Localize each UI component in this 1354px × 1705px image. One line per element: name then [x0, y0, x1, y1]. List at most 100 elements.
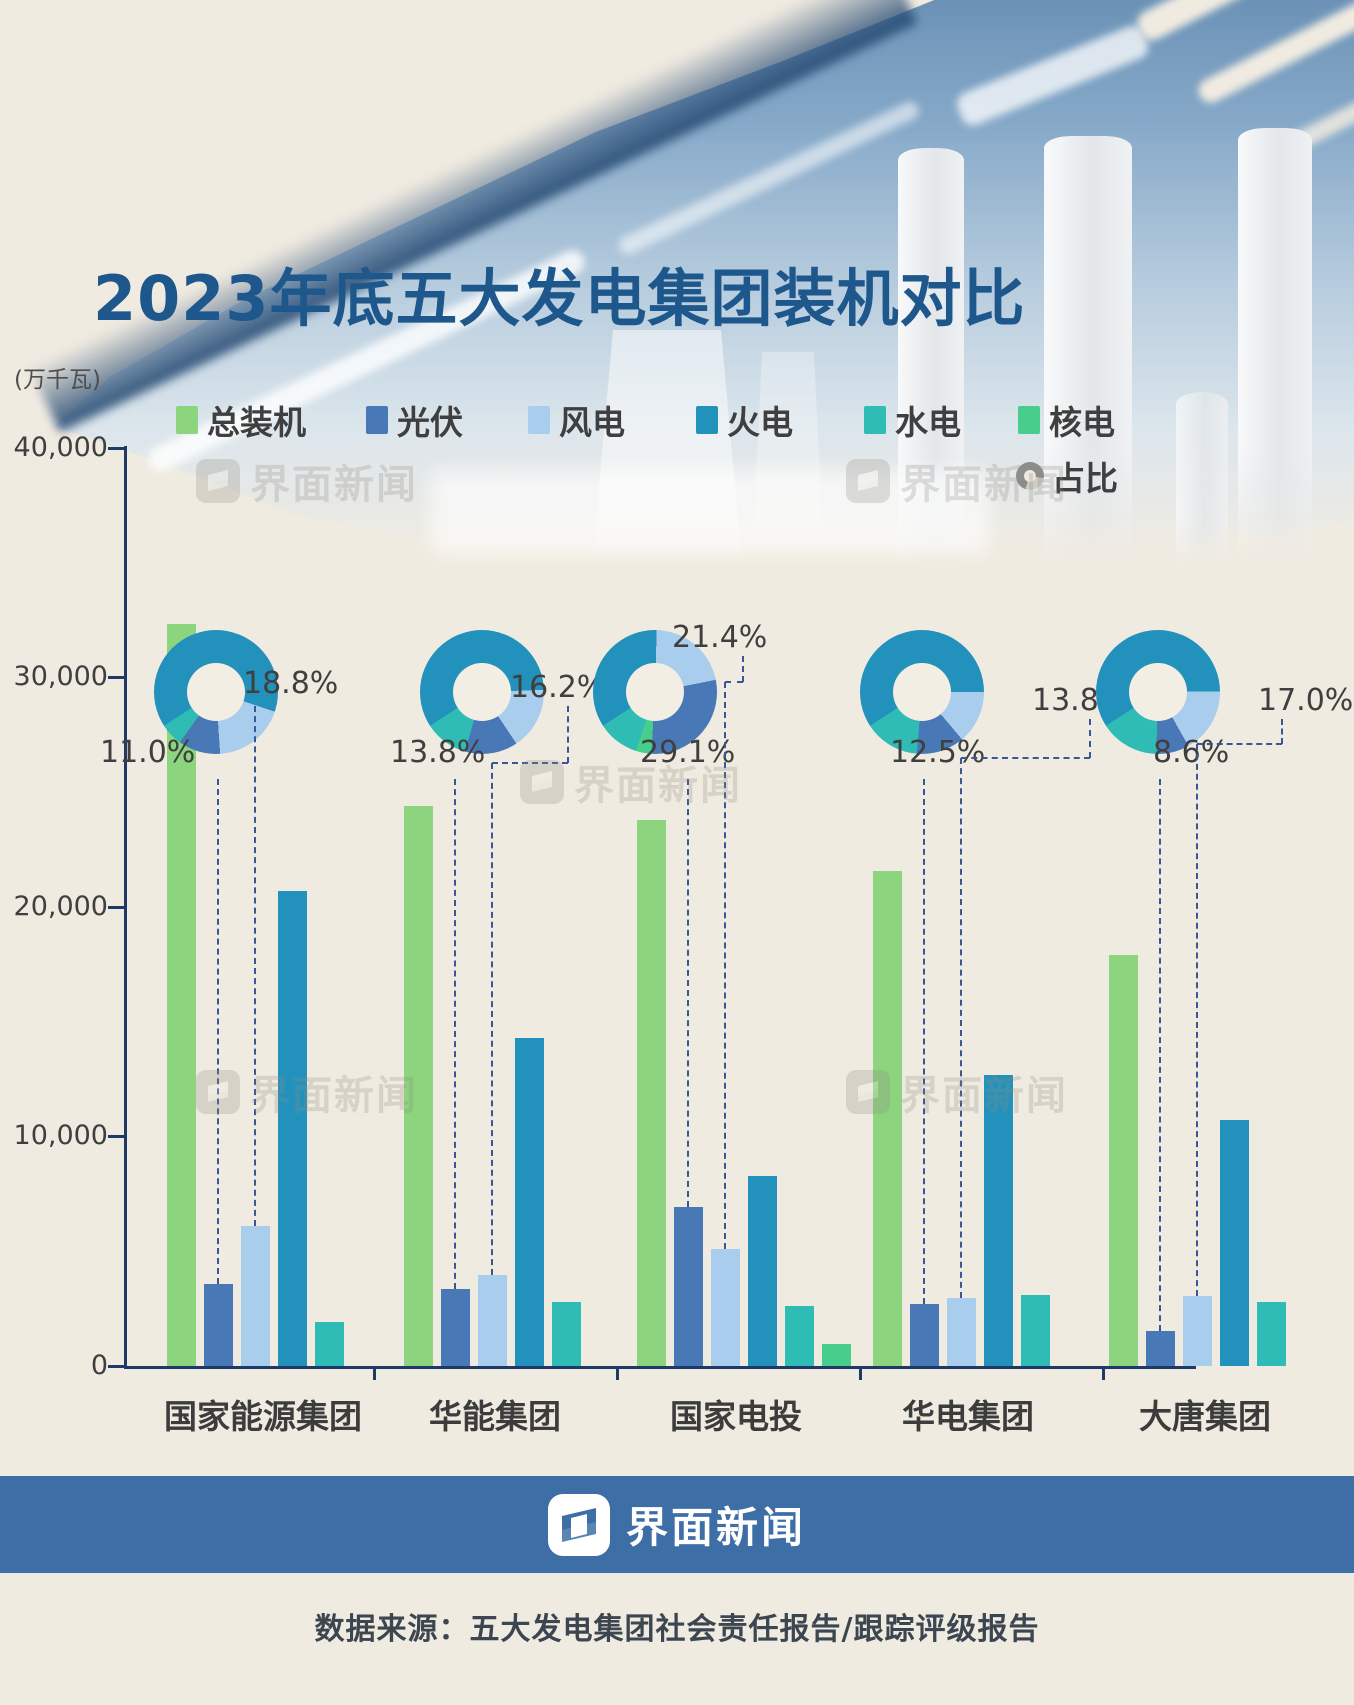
callout-dashed-line	[1281, 719, 1283, 744]
watermark: 界面新闻	[846, 1063, 1068, 1121]
watermark: 界面新闻	[846, 452, 1068, 510]
bar-wind	[478, 1275, 507, 1366]
solar-share-label: 8.6%	[1153, 735, 1230, 770]
bar-total	[637, 819, 666, 1366]
y-axis-unit-label: (万千瓦)	[14, 367, 101, 393]
hydro-swatch	[864, 406, 886, 434]
callout-dashed-line	[960, 758, 962, 1298]
callout-dashed-line	[491, 763, 493, 1276]
ratio-donut	[593, 630, 717, 754]
callout-dashed-line	[725, 681, 743, 683]
watermark: 界面新闻	[520, 753, 742, 811]
donut-icon	[1016, 462, 1044, 490]
plant-sketch	[430, 470, 990, 554]
wind-share-label: 16.2%	[510, 670, 606, 705]
legend-item-thermal: 火电	[696, 396, 793, 444]
callout-dashed-line	[923, 779, 925, 1305]
y-tick-mark	[108, 447, 124, 450]
bar-nuclear	[822, 1343, 851, 1366]
watermark-text: 界面新闻	[250, 1073, 418, 1119]
thermal-swatch	[696, 406, 718, 434]
x-tick-mark	[1102, 1366, 1105, 1380]
watermark-text: 界面新闻	[250, 462, 418, 508]
solar-share-label: 13.8%	[390, 735, 486, 770]
watermark: 界面新闻	[196, 452, 418, 510]
footer-brand-band: 界面新闻	[0, 1476, 1354, 1573]
wind-swatch	[528, 406, 550, 434]
chimney	[1238, 128, 1312, 566]
callout-dashed-line	[454, 779, 456, 1289]
bar-thermal	[278, 890, 307, 1366]
wind-share-label: 17.0%	[1258, 683, 1354, 718]
ratio-donut	[420, 630, 544, 754]
legend-item-wind: 风电	[528, 396, 625, 444]
x-tick-mark	[373, 1366, 376, 1380]
ratio-donut-hole	[453, 663, 511, 721]
callout-dashed-line	[1196, 744, 1198, 1297]
legend-item-nuclear: 核电	[1018, 396, 1115, 444]
callout-dashed-line	[724, 682, 726, 1250]
page-title: 2023年底五大发电集团装机对比	[93, 262, 1026, 335]
x-tick-mark	[859, 1366, 862, 1380]
x-category-label: 国家电投	[670, 1397, 802, 1436]
callout-dashed-line	[961, 757, 1090, 759]
bar-solar	[910, 1304, 939, 1366]
callout-dashed-line	[1197, 743, 1282, 745]
bar-hydro	[1021, 1294, 1050, 1366]
watermark-text: 界面新闻	[900, 462, 1068, 508]
watermark-logo-icon	[846, 459, 890, 503]
callout-dashed-line	[217, 779, 219, 1284]
bar-thermal	[515, 1037, 544, 1366]
x-category-label: 国家能源集团	[164, 1397, 362, 1436]
y-tick-mark	[108, 1365, 124, 1368]
callout-dashed-line	[687, 779, 689, 1207]
ratio-donut	[860, 630, 984, 754]
y-tick-mark	[108, 906, 124, 909]
callout-dashed-line	[1089, 719, 1091, 758]
bar-solar	[441, 1288, 470, 1366]
ratio-donut-hole	[187, 663, 245, 721]
bar-thermal	[748, 1175, 777, 1366]
bar-hydro	[552, 1301, 581, 1366]
ratio-donut	[1096, 630, 1220, 754]
x-category-label: 华能集团	[429, 1397, 561, 1436]
legend-label: 总装机	[207, 403, 306, 442]
ratio-donut-hole	[626, 663, 684, 721]
legend-item-ratio: 占比	[1016, 452, 1118, 500]
ratio-donut	[154, 630, 278, 754]
y-axis-line	[124, 446, 127, 1369]
bar-solar	[204, 1283, 233, 1366]
bar-total	[1109, 955, 1138, 1366]
watermark-logo-icon	[196, 1070, 240, 1114]
footer-brand-name: 界面新闻	[625, 1503, 806, 1552]
chimney	[1044, 136, 1132, 566]
ratio-donut-hole	[893, 663, 951, 721]
x-axis-line	[124, 1366, 1196, 1369]
y-tick-label: 30,000	[13, 661, 108, 692]
data-source-note: 数据来源：五大发电集团社会责任报告/跟踪评级报告	[314, 1612, 1040, 1647]
bar-hydro	[785, 1306, 814, 1366]
bar-total	[404, 806, 433, 1366]
bar-hydro	[1257, 1301, 1286, 1366]
watermark-text: 界面新闻	[900, 1073, 1068, 1119]
watermark-logo-icon	[520, 760, 564, 804]
total-swatch	[176, 406, 198, 434]
callout-dashed-line	[567, 706, 569, 763]
y-tick-label: 20,000	[13, 891, 108, 922]
bar-wind	[1183, 1296, 1212, 1366]
watermark: 界面新闻	[196, 1063, 418, 1121]
bar-solar	[1146, 1330, 1175, 1366]
callout-dashed-line	[254, 706, 256, 1226]
bar-total	[873, 871, 902, 1366]
legend-label: 核电	[1049, 403, 1115, 442]
watermark-logo-icon	[846, 1070, 890, 1114]
y-tick-label: 0	[90, 1350, 108, 1381]
solar-swatch	[366, 406, 388, 434]
chimney	[1176, 392, 1228, 566]
legend-label: 风电	[559, 403, 625, 442]
nuclear-swatch	[1018, 406, 1040, 434]
wind-share-label: 21.4%	[672, 620, 768, 655]
bar-thermal	[984, 1074, 1013, 1366]
watermark-logo-icon	[196, 459, 240, 503]
